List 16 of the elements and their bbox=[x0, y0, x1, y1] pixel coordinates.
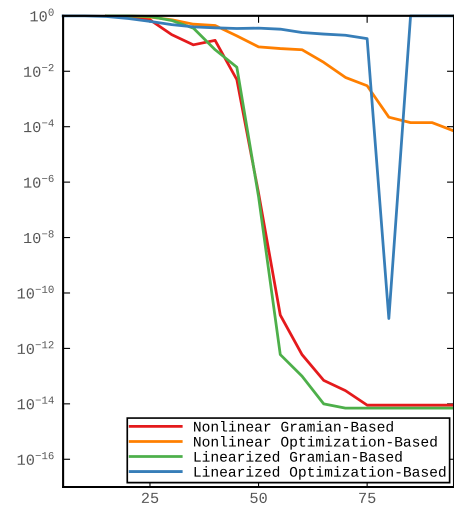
y-tick-label: 10$^{−10}$ bbox=[18, 286, 54, 299]
legend-label: Nonlinear Optimization-Based bbox=[194, 436, 437, 450]
y-tick-label: 10$^{−12}$ bbox=[18, 341, 54, 354]
y-tick-label: 10$^{−6}$ bbox=[24, 174, 54, 188]
y-tick-label: 10$^{0}$ bbox=[30, 8, 54, 22]
x-tick-label: 25 bbox=[142, 492, 158, 504]
y-tick-label: 10$^{−4}$ bbox=[24, 119, 54, 132]
y-tick-label: 10$^{−16}$ bbox=[18, 452, 54, 465]
legend-label: Nonlinear Gramian-Based bbox=[194, 420, 393, 432]
y-tick-label: 10$^{−8}$ bbox=[24, 230, 54, 244]
legend-label: Linearized Optimization-Based bbox=[194, 466, 446, 480]
x-tick-label: 75 bbox=[359, 492, 376, 504]
y-tick-label: 10$^{−14}$ bbox=[18, 396, 54, 410]
y-tick-label: 10$^{−2}$ bbox=[24, 64, 54, 77]
x-tick-label: 50 bbox=[250, 492, 267, 504]
legend-label: Linearized Gramian-Based bbox=[194, 451, 402, 462]
